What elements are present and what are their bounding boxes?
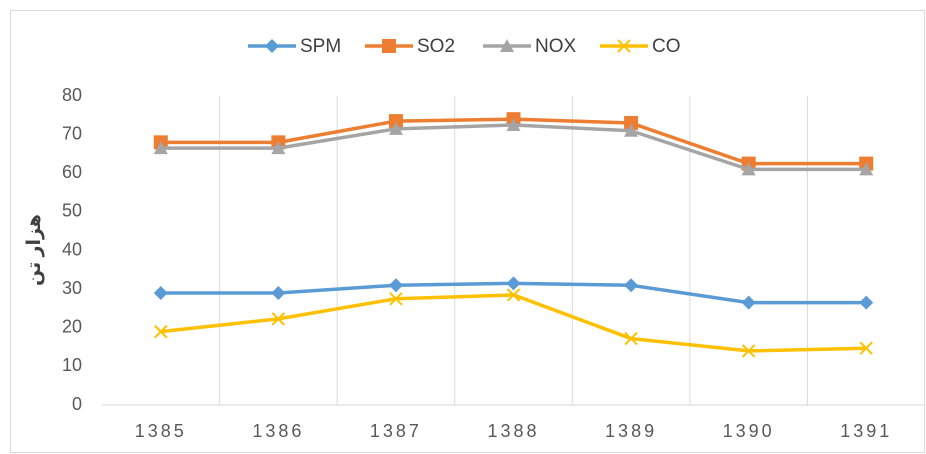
marker [388, 114, 403, 129]
y-tick-label: 20 [62, 317, 82, 337]
y-tick-label: 10 [62, 355, 82, 375]
marker [624, 123, 639, 137]
marker [500, 39, 514, 52]
marker [859, 162, 874, 176]
marker [154, 324, 168, 339]
y-tick-label: 0 [72, 394, 82, 414]
marker [859, 295, 874, 310]
marker [389, 292, 403, 306]
legend-label: NOX [535, 36, 577, 57]
marker [271, 312, 286, 326]
marker [617, 39, 631, 53]
marker [271, 141, 286, 155]
marker [265, 39, 279, 53]
marker [624, 278, 639, 293]
marker [506, 276, 521, 291]
marker [388, 278, 403, 293]
x-tick-label: 1387 [370, 421, 422, 441]
y-tick-label: 50 [62, 201, 82, 221]
marker [741, 344, 756, 358]
legend-label: SO2 [417, 36, 455, 57]
x-tick-label: 1385 [135, 421, 187, 441]
marker [506, 117, 521, 131]
y-tick-label: 60 [62, 162, 82, 182]
y-tick-label: 30 [62, 278, 82, 298]
x-tick-label: 1391 [840, 421, 892, 441]
marker [153, 285, 168, 300]
marker [506, 288, 521, 302]
marker [382, 39, 396, 53]
x-tick-label: 1386 [252, 421, 304, 441]
marker [271, 285, 286, 300]
marker [741, 295, 756, 310]
y-tick-label: 40 [62, 239, 82, 259]
legend-label: CO [652, 36, 681, 57]
marker [624, 116, 639, 131]
x-tick-label: 1388 [487, 421, 539, 441]
y-axis-label: هزار تن [24, 214, 45, 286]
marker [859, 341, 873, 355]
marker [741, 162, 756, 176]
x-tick-label: 1389 [605, 421, 657, 441]
y-tick-label: 80 [62, 85, 82, 105]
y-tick-label: 70 [62, 123, 82, 143]
marker [388, 121, 403, 135]
x-tick-label: 1390 [723, 421, 775, 441]
marker [624, 331, 638, 346]
chart-border [10, 10, 925, 453]
marker [153, 141, 168, 155]
legend-label: SPM [300, 36, 341, 57]
